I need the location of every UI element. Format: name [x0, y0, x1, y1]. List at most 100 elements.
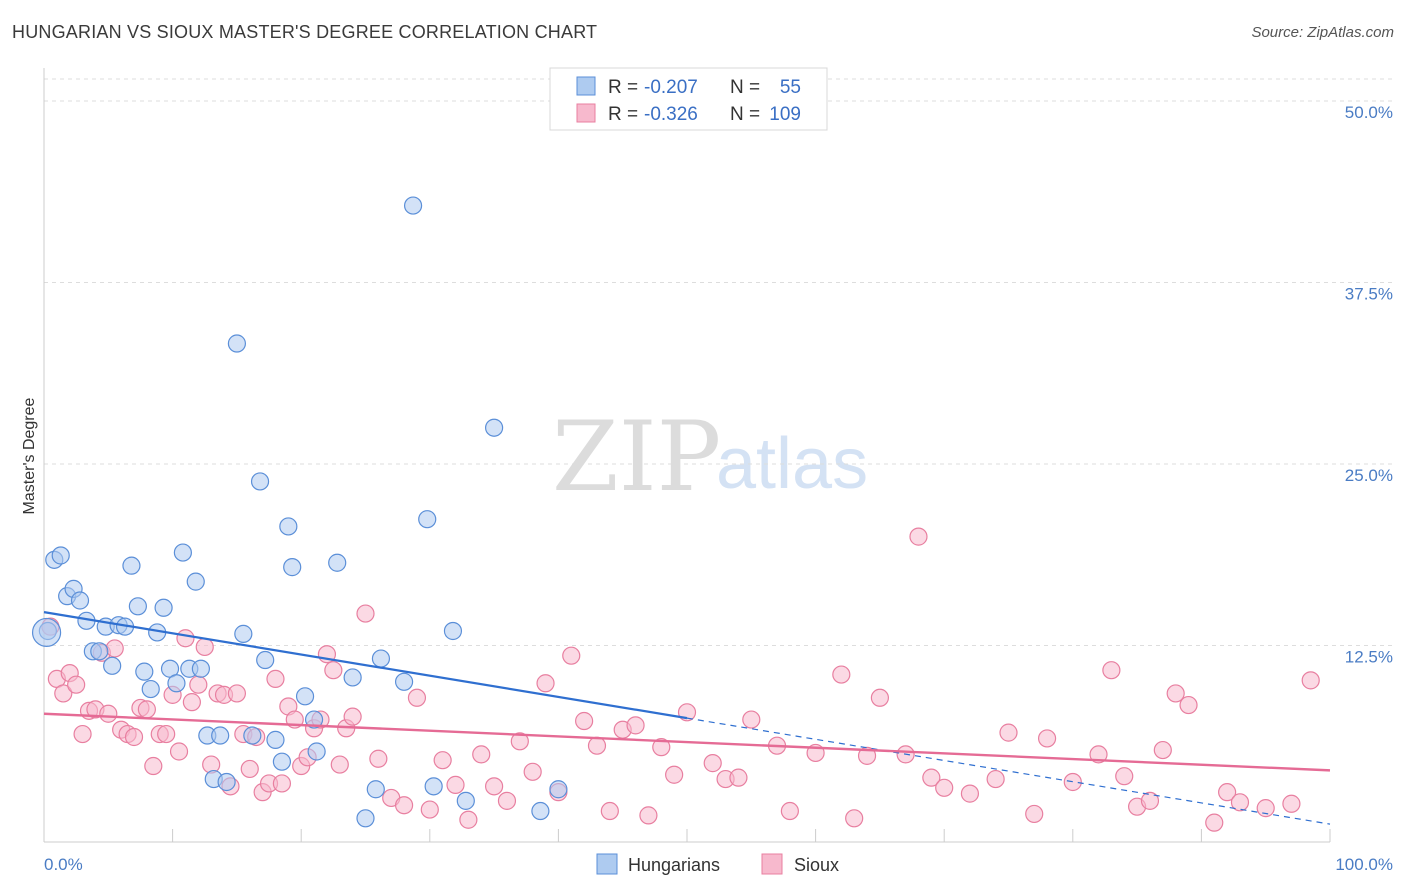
sioux-point: [144, 756, 163, 776]
hungarians-point: [272, 752, 292, 771]
chart-title: HUNGARIAN VS SIOUX MASTER'S DEGREE CORRE…: [12, 22, 598, 42]
sioux-point: [742, 710, 761, 729]
sioux-point: [105, 639, 124, 658]
sioux-point: [369, 749, 388, 768]
sioux-point: [832, 665, 851, 684]
hungarians-point: [250, 472, 270, 491]
sioux-point: [324, 661, 343, 680]
sioux-point: [1230, 793, 1250, 812]
sioux-point: [1063, 772, 1082, 792]
sioux-point: [157, 724, 176, 744]
hungarians-point: [234, 624, 253, 643]
hungarians-point: [217, 772, 236, 792]
sioux-point: [1025, 804, 1044, 824]
hungarians-point: [128, 597, 147, 616]
sioux-point: [587, 736, 607, 755]
sioux-point: [1166, 684, 1185, 703]
sioux-point: [600, 801, 619, 821]
trend-line-hungarians: [43, 611, 688, 720]
sioux-point: [1205, 813, 1224, 832]
hungarians-point: [103, 656, 122, 675]
sioux-point: [1140, 791, 1160, 810]
sioux-point: [137, 700, 156, 719]
legend-r-label-hungarians: R =: [608, 77, 638, 98]
gridlines: [44, 78, 1392, 647]
sioux-point: [562, 646, 581, 665]
sioux-point: [1115, 767, 1134, 786]
sioux-point: [420, 800, 439, 819]
hungarians-point: [256, 650, 275, 670]
sioux-point: [536, 674, 555, 693]
sioux-point: [1256, 799, 1275, 818]
hungarians-point: [173, 543, 192, 562]
hungarians-point: [279, 517, 298, 536]
sioux-point: [922, 768, 941, 787]
hungarians-point: [295, 687, 315, 706]
axes: 12.5% 25.0% 37.5% 50.0%: [43, 68, 1393, 843]
source-label: Source: ZipAtlas.com: [1251, 24, 1394, 41]
bottom-legend-label-hungarians: Hungarians: [628, 855, 720, 875]
y-tick-label: 37.5%: [1345, 285, 1393, 304]
sioux-point: [330, 755, 349, 774]
sioux-point: [999, 723, 1018, 742]
hungarians-point: [243, 726, 262, 745]
bottom-legend-swatch-hungarians: [596, 853, 618, 875]
hungarians-point: [307, 742, 326, 761]
sioux-point: [845, 809, 864, 828]
sioux-point: [485, 777, 504, 796]
sioux-point: [189, 675, 208, 694]
hungarians-point: [154, 598, 173, 617]
legend-swatch-hungarians: [576, 76, 596, 96]
hungarians-point: [266, 730, 285, 749]
hungarians-point: [418, 510, 437, 529]
sioux-point: [857, 746, 877, 765]
hungarians-point: [328, 553, 347, 572]
sioux-point: [195, 637, 214, 657]
sioux-point: [665, 765, 684, 784]
bottom-legend-swatch-sioux: [761, 853, 783, 875]
hungarians-point: [343, 668, 362, 687]
sioux-point: [729, 768, 748, 787]
y-axis-label: Master's Degree: [21, 397, 38, 514]
sioux-point: [459, 810, 478, 829]
hungarians-point: [371, 649, 391, 668]
legend-n-label-hungarians: N =: [730, 77, 760, 98]
sioux-point: [73, 724, 92, 744]
x-tick-label-max: 100.0%: [1335, 855, 1393, 874]
hungarians-point: [394, 672, 414, 691]
legend-box: [549, 67, 828, 131]
sioux-point: [510, 732, 529, 751]
hungarians-point: [366, 780, 385, 799]
sioux-point: [67, 675, 86, 694]
sioux-point: [652, 738, 671, 757]
sioux-point: [446, 775, 465, 794]
hungarians-point: [304, 710, 324, 729]
sioux-point: [433, 751, 452, 770]
sioux-point: [497, 791, 517, 810]
sioux-point: [1282, 794, 1301, 813]
hungarians-point: [51, 546, 70, 565]
y-tick-label: 25.0%: [1345, 466, 1393, 485]
hungarians-point: [443, 621, 463, 641]
sioux-point: [1179, 695, 1198, 715]
trend-lines: [43, 611, 1331, 825]
sioux-point: [169, 742, 189, 761]
sioux-point: [575, 711, 594, 731]
hungarians-point: [135, 662, 154, 681]
hungarians-point: [227, 334, 246, 353]
sioux-point: [523, 762, 542, 781]
sioux-point: [124, 727, 144, 747]
sioux-point: [266, 669, 285, 689]
sioux-point: [780, 801, 799, 821]
sioux-point: [99, 704, 118, 723]
trend-line-sioux: [43, 712, 1331, 772]
sioux-point: [227, 684, 246, 703]
legend-r-value-hungarians: -0.207: [644, 77, 698, 98]
hungarians-point: [531, 801, 550, 821]
sioux-point: [394, 796, 414, 815]
sioux-point: [960, 784, 980, 803]
sioux-point: [639, 806, 658, 825]
sioux-point: [703, 754, 722, 773]
legend-n-value-hungarians: 55: [780, 77, 801, 98]
sioux-point: [54, 684, 73, 703]
